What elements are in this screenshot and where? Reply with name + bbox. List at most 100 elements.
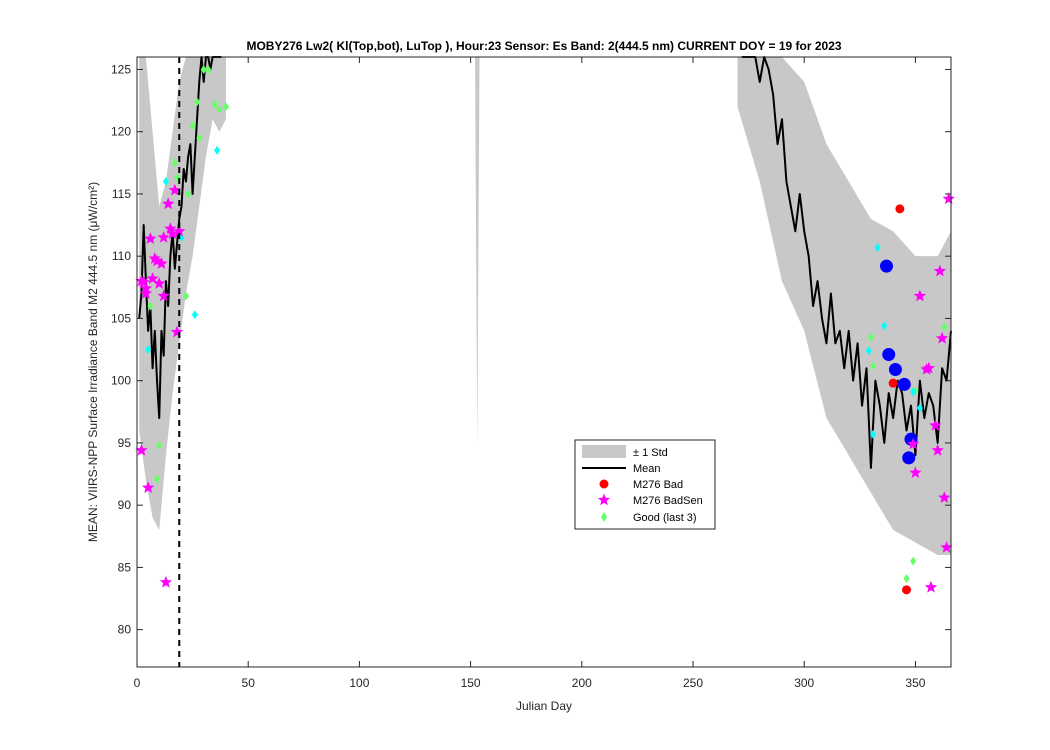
x-tick-label: 250 bbox=[683, 676, 703, 690]
y-axis-label: MEAN: VIIRS-NPP Surface Irradiance Band … bbox=[86, 182, 100, 542]
y-tick-label: 100 bbox=[111, 374, 131, 388]
legend-std-swatch bbox=[582, 445, 626, 458]
good-alt-marker bbox=[874, 242, 881, 252]
x-tick-label: 100 bbox=[349, 676, 369, 690]
good-marker bbox=[156, 440, 163, 450]
highlight-marker bbox=[888, 362, 902, 376]
badsen-marker bbox=[157, 231, 170, 243]
badsen-marker bbox=[922, 361, 935, 374]
badsen-marker bbox=[144, 232, 157, 245]
badsen-marker bbox=[153, 277, 166, 289]
y-tick-label: 110 bbox=[112, 249, 131, 263]
y-tick-label: 105 bbox=[111, 311, 131, 325]
badsen-marker bbox=[166, 227, 179, 240]
good-marker bbox=[196, 133, 203, 143]
x-tick-label: 150 bbox=[461, 676, 481, 690]
x-tick-label: 50 bbox=[242, 676, 256, 690]
plot-frame bbox=[136, 56, 952, 668]
good-alt-marker bbox=[881, 321, 888, 331]
badsen-marker bbox=[157, 289, 170, 302]
badsen-marker bbox=[933, 264, 947, 277]
legend-good-marker bbox=[601, 512, 607, 522]
good-marker bbox=[171, 158, 178, 168]
badsen-marker bbox=[135, 274, 148, 287]
badsen-marker bbox=[159, 575, 173, 588]
badsen-marker bbox=[924, 580, 938, 593]
legend-badsen-marker bbox=[597, 493, 611, 506]
bad-marker bbox=[895, 204, 905, 214]
std-band-layer bbox=[139, 57, 951, 555]
good-alt-marker bbox=[145, 345, 152, 355]
legend: ± 1 Std Mean M276 Bad M276 BadSen Good (… bbox=[574, 439, 716, 530]
good-marker bbox=[867, 332, 874, 342]
good-marker bbox=[903, 574, 910, 584]
plot-area bbox=[135, 56, 955, 668]
badsen-marker bbox=[929, 418, 942, 431]
legend-mean-label: Mean bbox=[633, 463, 661, 475]
legend-badsen-star bbox=[597, 493, 611, 506]
good-marker bbox=[154, 474, 161, 484]
good-marker bbox=[194, 97, 201, 107]
highlight-marker bbox=[880, 259, 894, 273]
good-alt-marker bbox=[191, 310, 198, 320]
good-alt-marker bbox=[870, 429, 877, 439]
legend-badsen-label: M276 BadSen bbox=[633, 495, 703, 507]
y-tick-label: 80 bbox=[118, 623, 132, 637]
x-tick-label: 0 bbox=[134, 676, 141, 690]
y-tick-label: 115 bbox=[112, 187, 131, 201]
y-tick-label: 125 bbox=[111, 62, 131, 76]
badsen-marker bbox=[141, 481, 155, 493]
badsen-marker bbox=[164, 222, 177, 235]
badsen-marker bbox=[907, 437, 920, 450]
badsen-marker bbox=[935, 331, 949, 344]
marker-layer bbox=[135, 64, 955, 595]
bad-marker bbox=[902, 585, 912, 595]
good-marker bbox=[189, 120, 196, 130]
good-marker bbox=[941, 322, 948, 332]
badsen-marker bbox=[155, 257, 168, 269]
good-marker bbox=[182, 291, 189, 301]
y-tick-label: 85 bbox=[118, 560, 132, 574]
badsen-marker bbox=[170, 325, 184, 338]
highlight-marker bbox=[882, 348, 896, 362]
good-alt-marker bbox=[214, 145, 221, 155]
good-marker bbox=[222, 102, 229, 112]
x-tick-label: 350 bbox=[905, 676, 925, 690]
bad-marker bbox=[888, 378, 898, 388]
badsen-marker bbox=[150, 254, 164, 267]
badsen-marker bbox=[139, 287, 153, 299]
badsen-marker bbox=[938, 491, 951, 503]
y-tick-label: 120 bbox=[111, 125, 131, 139]
highlight-marker bbox=[897, 377, 911, 391]
good-alt-marker bbox=[865, 346, 872, 356]
badsen-marker bbox=[913, 289, 927, 302]
good-marker bbox=[147, 301, 154, 311]
std-band-2 bbox=[737, 57, 951, 555]
good-alt-marker bbox=[916, 403, 923, 413]
badsen-marker bbox=[940, 540, 953, 553]
badsen-marker bbox=[161, 197, 175, 210]
good-marker bbox=[200, 64, 207, 74]
good-marker bbox=[205, 64, 212, 74]
good-marker bbox=[185, 189, 192, 199]
x-tick-label: 300 bbox=[794, 676, 814, 690]
good-marker bbox=[216, 104, 223, 114]
y-tick-label: 90 bbox=[118, 498, 132, 512]
legend-std-label: ± 1 Std bbox=[633, 447, 668, 459]
std-band-1 bbox=[139, 57, 226, 531]
x-axis: 0 50 100 150 200 250 300 350 bbox=[134, 57, 926, 690]
badsen-marker bbox=[931, 443, 944, 456]
badsen-marker bbox=[909, 466, 922, 479]
legend-bad-marker bbox=[599, 479, 609, 489]
badsen-marker bbox=[168, 183, 181, 196]
y-tick-label: 95 bbox=[118, 436, 132, 450]
good-alt-marker bbox=[162, 176, 169, 186]
good-marker bbox=[910, 556, 917, 566]
std-band-spike bbox=[475, 57, 480, 450]
highlight-marker bbox=[902, 451, 916, 465]
y-axis: 80 85 90 95 100 105 110 115 120 125 bbox=[111, 62, 951, 637]
legend-bad-label: M276 Bad bbox=[633, 479, 683, 491]
good-marker bbox=[870, 361, 877, 371]
legend-good-label: Good (last 3) bbox=[633, 512, 697, 524]
